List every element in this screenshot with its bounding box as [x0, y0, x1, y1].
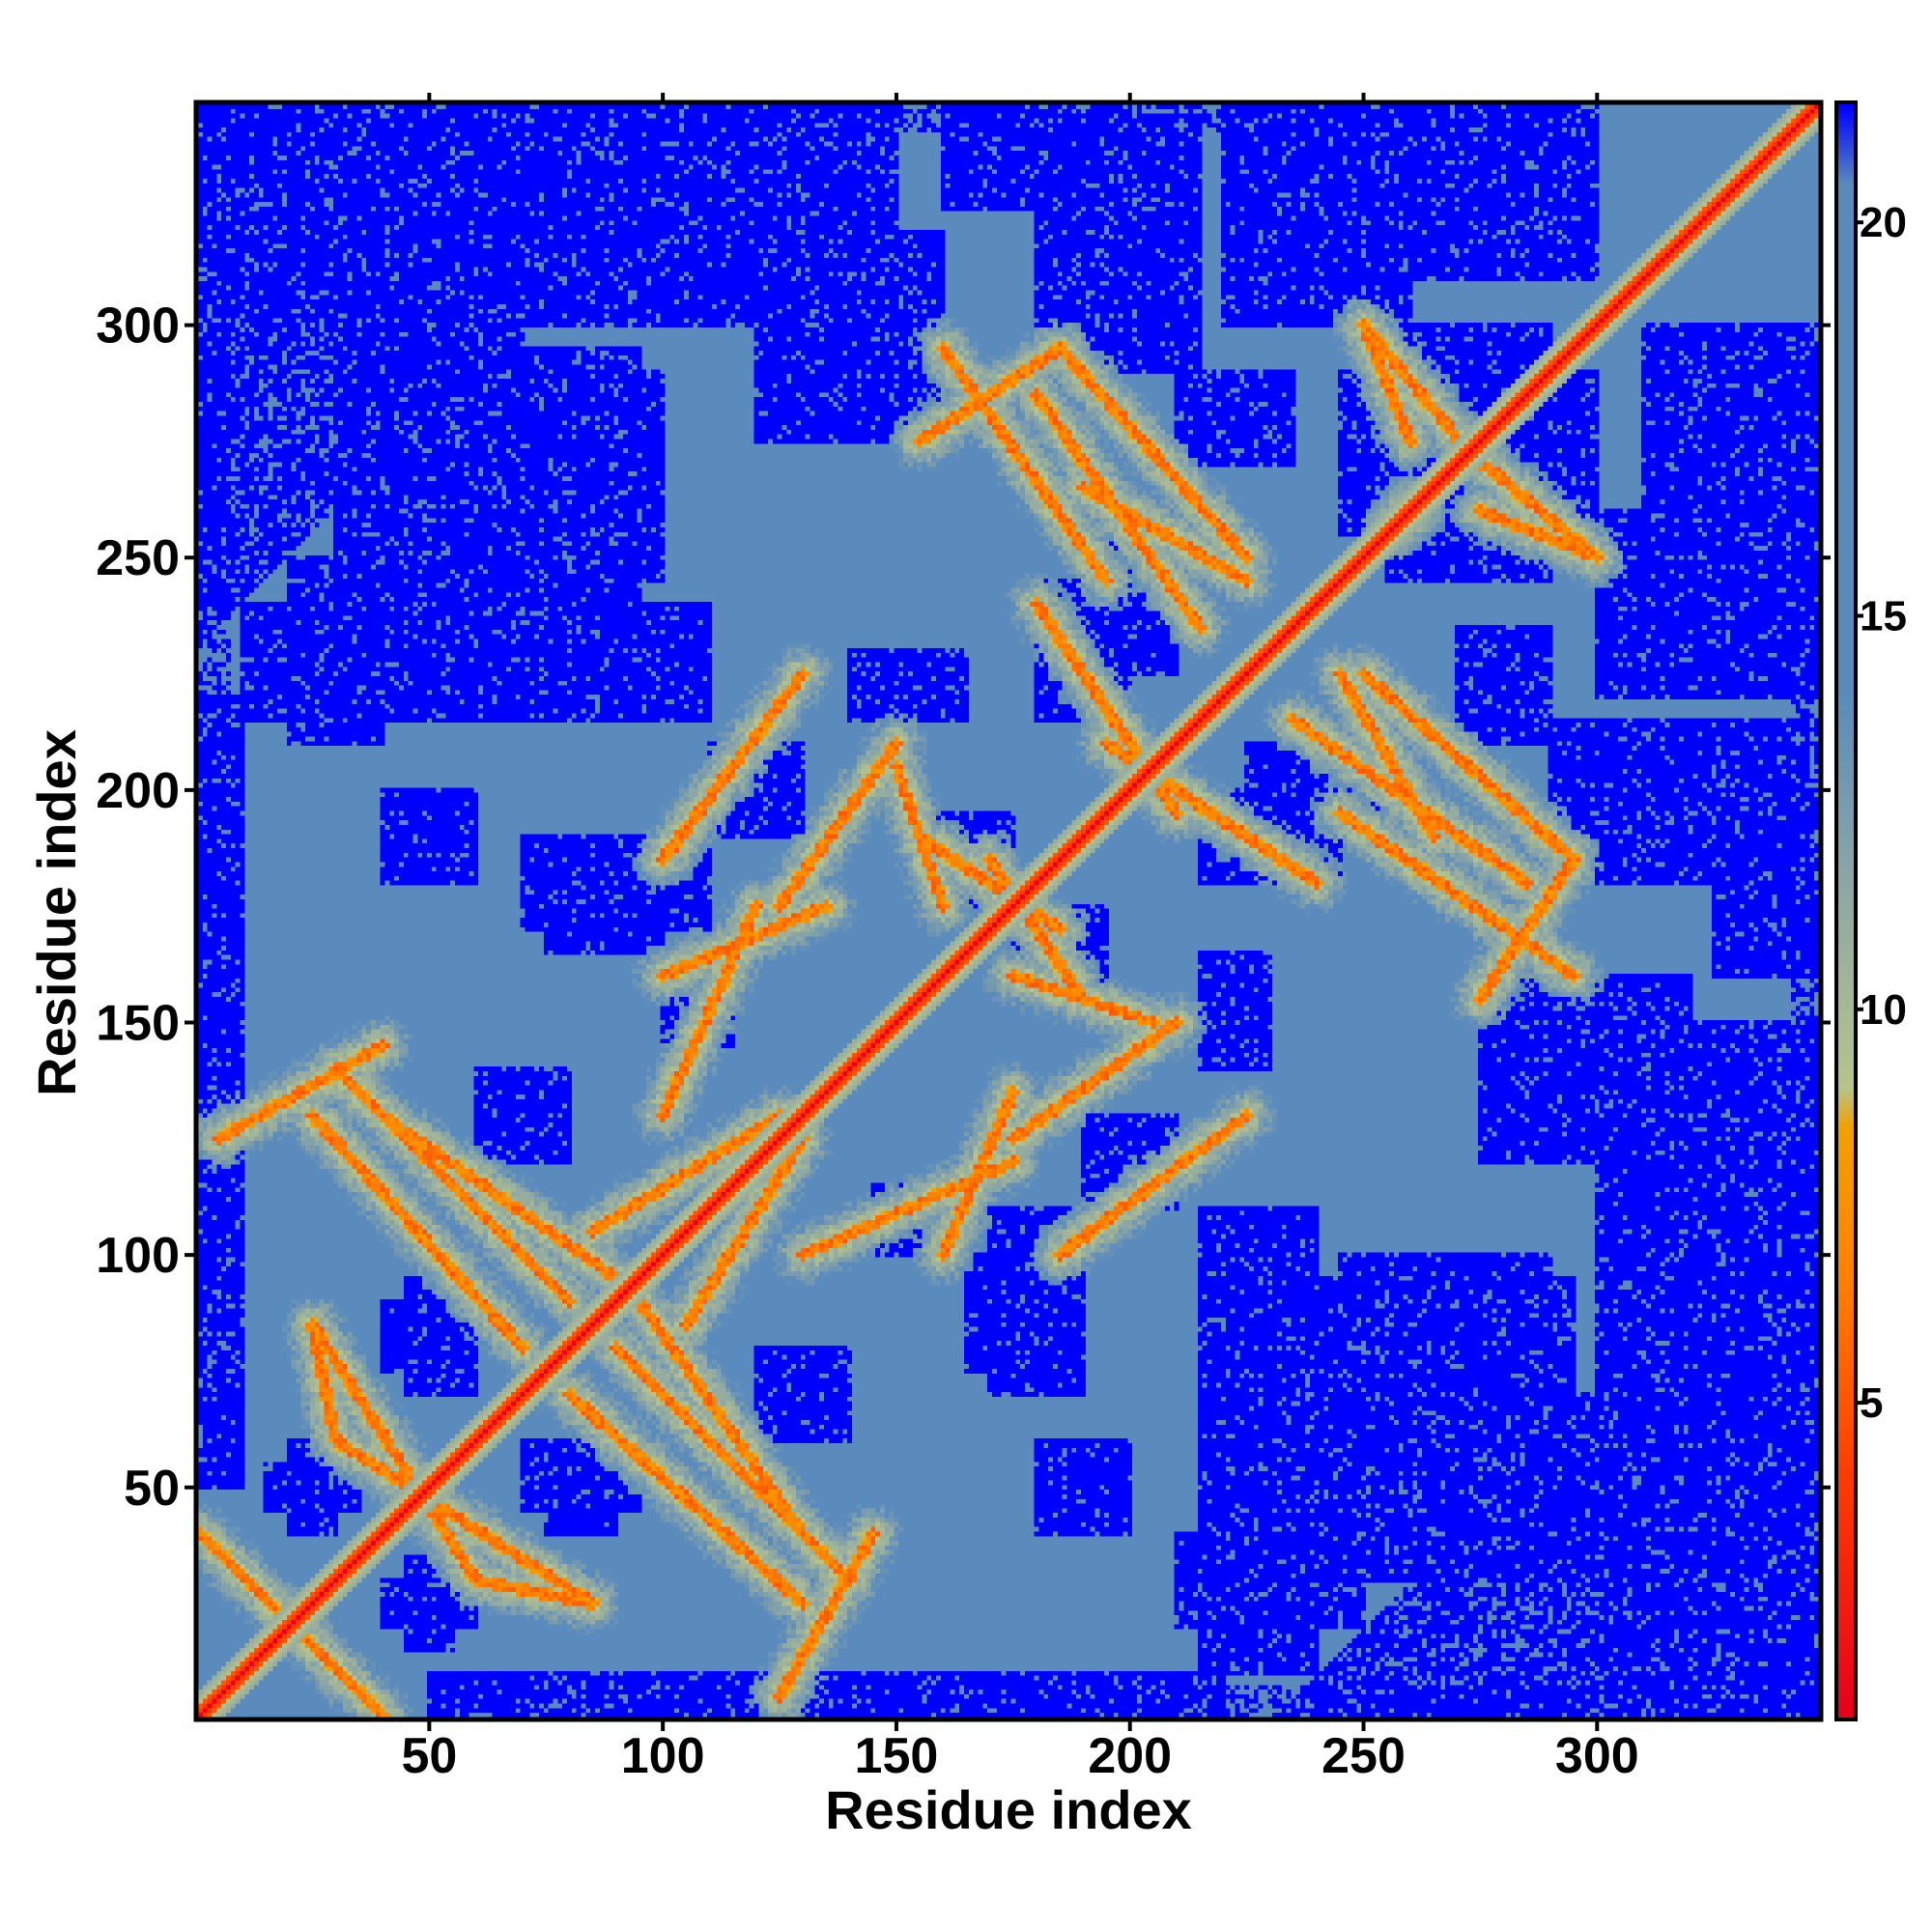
x-tick-label: 150 [855, 1728, 939, 1784]
x-tick-label: 50 [401, 1728, 457, 1784]
y-tick-label: 200 [96, 763, 180, 819]
x-tick-label: 100 [621, 1728, 705, 1784]
colorbar-tick-label: 15 [1860, 593, 1907, 640]
y-axis-title: Residue index [26, 729, 87, 1096]
x-axis: 50 100 150 200 250 300 [401, 93, 1639, 1784]
y-tick-label: 300 [96, 298, 180, 355]
colorbar-tick-label: 5 [1860, 1379, 1883, 1427]
x-tick-label: 300 [1555, 1728, 1639, 1784]
y-tick-label: 50 [124, 1461, 180, 1517]
colorbar-tick-label: 20 [1860, 199, 1907, 246]
colorbar-tick-label: 10 [1860, 986, 1907, 1034]
plot-frame [193, 99, 1824, 1722]
y-tick-label: 250 [96, 530, 180, 586]
contact-map-heatmap [198, 104, 1819, 1718]
colorbar-gradient [1838, 104, 1854, 1718]
y-tick-label: 150 [96, 996, 180, 1052]
x-tick-label: 250 [1321, 1728, 1406, 1784]
x-axis-title: Residue index [825, 1779, 1192, 1840]
colorbar-axis: 5 10 15 20 [1856, 199, 1907, 1427]
y-tick-label: 100 [96, 1228, 180, 1284]
y-axis: 50 100 150 200 250 300 [96, 298, 1831, 1517]
colorbar-frame [1834, 100, 1858, 1721]
x-tick-label: 200 [1088, 1728, 1172, 1784]
